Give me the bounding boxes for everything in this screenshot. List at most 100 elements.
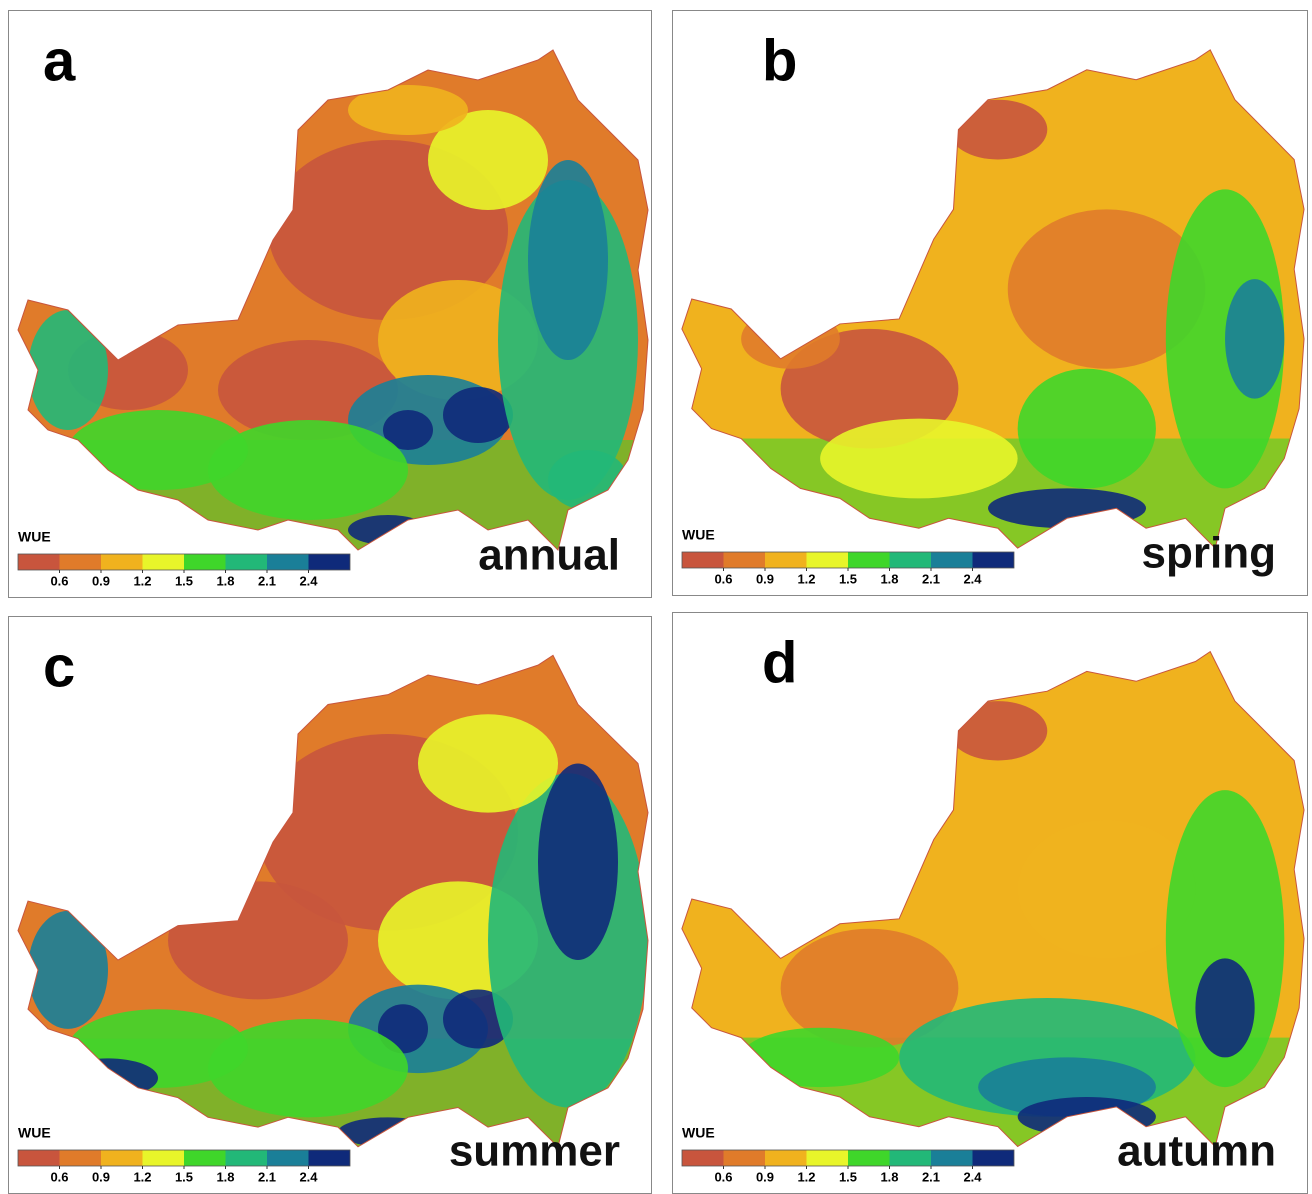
legend-swatch xyxy=(225,1150,267,1166)
legend-tick-label: 2.4 xyxy=(299,573,318,588)
legend-swatch xyxy=(889,1150,931,1166)
legend-swatch xyxy=(931,1150,973,1166)
map-region xyxy=(741,1027,900,1088)
map-region xyxy=(383,410,433,450)
map-region xyxy=(418,714,558,813)
legend-tick-label: 1.2 xyxy=(797,571,815,586)
panel-letter: c xyxy=(43,634,75,699)
map xyxy=(17,654,649,1148)
legend-swatch xyxy=(308,1150,350,1166)
map-region xyxy=(1165,790,1285,1088)
map-region xyxy=(28,310,108,430)
season-label: autumn xyxy=(1117,1127,1276,1176)
legend-tick-label: 2.4 xyxy=(963,1169,982,1184)
season-label: annual xyxy=(478,531,620,580)
map-fill xyxy=(18,655,648,1147)
legend-swatch xyxy=(972,1150,1014,1166)
legend-tick-label: 1.2 xyxy=(133,573,151,588)
legend-swatch xyxy=(682,1150,724,1166)
legend-tick-label: 1.8 xyxy=(216,573,234,588)
legend-tick-label: 0.6 xyxy=(714,571,732,586)
map-region xyxy=(428,110,548,210)
legend-swatch xyxy=(682,552,724,568)
map-outline xyxy=(17,654,649,1148)
legend-tick-label: 1.8 xyxy=(880,1169,898,1184)
season-label: summer xyxy=(449,1127,620,1176)
legend-swatch xyxy=(18,554,60,570)
map xyxy=(681,650,1305,1148)
legend-tick-label: 1.5 xyxy=(839,571,857,586)
legend-swatch xyxy=(972,552,1014,568)
legend-tick-label: 2.1 xyxy=(258,573,276,588)
map-region xyxy=(443,387,513,443)
legend-swatch xyxy=(142,1150,184,1166)
legend-tick-label: 0.9 xyxy=(756,571,774,586)
legend-swatch xyxy=(142,554,184,570)
panel: b spring WUE 0.6 0.9 1.2 1.5 1.8 2.1 2.4 xyxy=(672,10,1308,596)
legend-swatch xyxy=(806,1150,848,1166)
legend-tick-label: 1.5 xyxy=(175,1169,193,1184)
legend-swatch xyxy=(225,554,267,570)
panel-letter: a xyxy=(43,28,76,93)
map-outline xyxy=(681,650,1305,1148)
panel-letter: d xyxy=(762,630,797,695)
legend-tick-label: 2.1 xyxy=(258,1169,276,1184)
map-region xyxy=(68,410,248,490)
panel: c summer WUE 0.6 0.9 1.2 1.5 1.8 2.1 2.4 xyxy=(8,616,652,1194)
panel: d autumn WUE 0.6 0.9 1.2 1.5 1.8 2.1 2.4 xyxy=(672,612,1308,1194)
map-region xyxy=(1017,368,1156,489)
legend-swatch xyxy=(308,554,350,570)
legend-swatch xyxy=(18,1150,60,1166)
legend-swatch xyxy=(101,1150,143,1166)
legend-swatch xyxy=(889,552,931,568)
legend-tick-label: 2.4 xyxy=(299,1169,318,1184)
legend-tick-label: 1.2 xyxy=(797,1169,815,1184)
legend-title: WUE xyxy=(18,529,51,545)
map-region xyxy=(208,420,408,520)
legend-title: WUE xyxy=(18,1125,51,1141)
panel-letter: b xyxy=(762,28,797,93)
legend-swatch xyxy=(931,552,973,568)
legend-swatch xyxy=(267,554,309,570)
map-region xyxy=(1165,189,1285,489)
map-region xyxy=(1017,819,1196,959)
legend-swatch xyxy=(184,1150,226,1166)
legend-tick-label: 2.1 xyxy=(922,1169,940,1184)
map-region xyxy=(780,928,959,1048)
map-region xyxy=(208,1019,408,1118)
legend-tick-label: 1.8 xyxy=(880,571,898,586)
legend-swatch xyxy=(723,1150,765,1166)
map-region xyxy=(538,763,618,961)
legend-swatch xyxy=(848,1150,890,1166)
map-region xyxy=(1225,279,1285,399)
legend-tick-label: 1.8 xyxy=(216,1169,234,1184)
legend-tick-label: 1.5 xyxy=(175,573,193,588)
legend-tick-label: 0.6 xyxy=(50,1169,68,1184)
legend-swatch xyxy=(723,552,765,568)
map-region xyxy=(378,280,538,400)
legend-swatch xyxy=(848,552,890,568)
legend-tick-label: 0.9 xyxy=(756,1169,774,1184)
legend-tick-label: 0.9 xyxy=(92,1169,110,1184)
map-region xyxy=(528,160,608,360)
legend-swatch xyxy=(184,554,226,570)
map-outline xyxy=(17,49,649,551)
map-region xyxy=(348,85,468,135)
legend-title: WUE xyxy=(682,527,715,543)
legend-tick-label: 2.4 xyxy=(963,571,982,586)
map-region xyxy=(28,910,108,1029)
panel: a annual WUE 0.6 0.9 1.2 1.5 1.8 2.1 2.4 xyxy=(8,10,652,598)
season-label: spring xyxy=(1142,529,1276,578)
legend-swatch xyxy=(765,1150,807,1166)
legend-swatch xyxy=(267,1150,309,1166)
legend-tick-label: 2.1 xyxy=(922,571,940,586)
map-region xyxy=(1007,209,1206,369)
legend-tick-label: 0.9 xyxy=(92,573,110,588)
legend-title: WUE xyxy=(682,1125,715,1141)
legend-swatch xyxy=(59,1150,101,1166)
map-fill xyxy=(681,651,1305,1147)
legend-swatch xyxy=(806,552,848,568)
legend-tick-label: 1.5 xyxy=(839,1169,857,1184)
legend-tick-label: 0.6 xyxy=(50,573,68,588)
